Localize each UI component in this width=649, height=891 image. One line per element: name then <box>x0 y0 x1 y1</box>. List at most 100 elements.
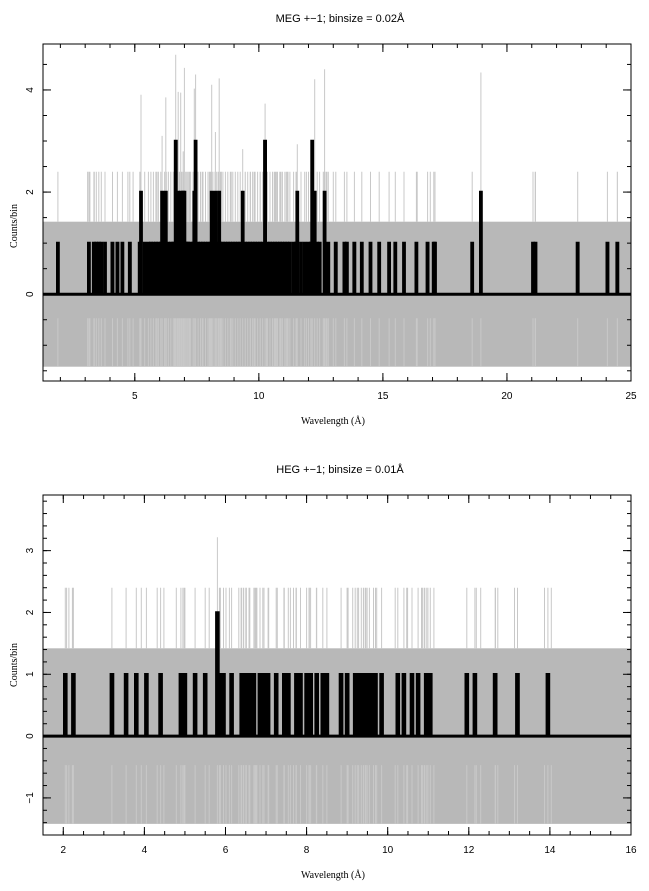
meg-spike-2 <box>91 241 96 295</box>
meg-spike-97 <box>345 241 349 295</box>
heg-spike-43 <box>373 673 378 737</box>
heg-spike-40 <box>363 673 368 737</box>
heg-spike-41 <box>367 673 372 737</box>
meg-xtick-label-4: 25 <box>625 391 637 402</box>
heg-spike-52 <box>472 673 478 737</box>
heg-spike-24 <box>273 673 279 737</box>
meg-spike-108 <box>433 241 437 295</box>
heg-xtick-label-0: 2 <box>60 845 66 856</box>
meg-spike-0 <box>56 241 60 295</box>
heg-spike-10 <box>192 673 198 737</box>
heg-spike-30 <box>308 673 313 737</box>
meg-spike-68 <box>255 241 260 295</box>
heg-spike-23 <box>265 673 271 737</box>
meg-spike-7 <box>110 241 115 295</box>
heg-spike-49 <box>423 673 429 737</box>
heg-spike-33 <box>324 673 330 737</box>
meg-spike-90 <box>312 190 317 295</box>
heg-spike-21 <box>257 673 263 737</box>
meg-spike-86 <box>302 241 307 295</box>
meg-ytick-label-0: 0 <box>25 291 36 297</box>
meg-spike-91 <box>315 241 320 295</box>
meg-spike-20 <box>160 190 164 295</box>
meg-spike-66 <box>250 241 255 295</box>
heg-spike-13 <box>217 673 222 737</box>
heg-ytick-label-0: −1 <box>25 792 36 804</box>
meg-spike-110 <box>479 190 483 295</box>
meg-spike-65 <box>248 241 253 295</box>
meg-spike-98 <box>352 241 357 295</box>
meg-spike-75 <box>273 241 277 295</box>
heg-ytick-label-3: 2 <box>25 609 36 615</box>
meg-spike-9 <box>120 241 125 295</box>
meg-spike-115 <box>615 241 620 295</box>
heg-spike-14 <box>221 673 226 737</box>
heg-error-spikes <box>64 537 552 824</box>
meg-spike-73 <box>268 241 272 295</box>
heg-spike-6 <box>158 673 163 737</box>
meg-spike-14 <box>146 241 151 295</box>
heg-panel: HEG +−1; binsize = 0.01Å 2 4 6 8 10 12 14 16−10… <box>9 463 637 881</box>
meg-spike-114 <box>605 241 610 295</box>
heg-xtick-label-6: 14 <box>544 845 556 856</box>
meg-error-band <box>43 54 631 367</box>
meg-ytick-label-1: 2 <box>25 189 36 195</box>
heg-xtick-label-4: 10 <box>382 845 394 856</box>
meg-spike-64 <box>245 241 250 295</box>
meg-data-series <box>56 139 620 295</box>
meg-spike-13 <box>142 241 147 295</box>
heg-ytick-label-2: 1 <box>25 671 36 677</box>
meg-spike-12 <box>139 190 143 295</box>
meg-spike-112 <box>533 241 538 295</box>
meg-spike-56 <box>225 241 230 295</box>
heg-spike-51 <box>464 673 470 737</box>
meg-spike-22 <box>163 190 168 295</box>
meg-spike-38 <box>188 241 193 295</box>
meg-spike-89 <box>310 139 315 295</box>
heg-spike-55 <box>545 673 551 737</box>
meg-spike-55 <box>223 241 228 295</box>
meg-spike-6 <box>103 241 107 295</box>
meg-spike-106 <box>425 241 430 295</box>
heg-spike-45 <box>395 673 401 737</box>
meg-spike-95 <box>333 241 338 295</box>
meg-y-axis-label: Counts/bin <box>9 204 20 248</box>
meg-title: MEG +−1; binsize = 0.02Å <box>276 12 405 25</box>
meg-spike-94 <box>326 241 331 295</box>
meg-spike-62 <box>240 190 245 295</box>
heg-spike-44 <box>379 673 384 737</box>
heg-spike-11 <box>202 673 208 737</box>
meg-spike-57 <box>228 241 233 295</box>
heg-spike-4 <box>134 673 139 737</box>
heg-spike-54 <box>515 673 520 737</box>
heg-spike-35 <box>344 673 350 737</box>
meg-spike-71 <box>263 139 267 295</box>
meg-spike-53 <box>218 241 223 295</box>
meg-spike-61 <box>238 241 243 295</box>
heg-spike-19 <box>247 673 253 737</box>
meg-spike-76 <box>275 241 280 295</box>
heg-ytick-label-4: 3 <box>25 547 36 553</box>
meg-spike-63 <box>243 241 248 295</box>
meg-spike-54 <box>221 241 225 295</box>
meg-spike-82 <box>291 241 296 295</box>
meg-spike-1 <box>87 241 91 295</box>
meg-spike-59 <box>233 241 238 295</box>
meg-xtick-label-1: 10 <box>253 391 265 402</box>
heg-spike-28 <box>298 673 303 737</box>
meg-spike-101 <box>377 241 382 295</box>
meg-xtick-label-2: 15 <box>377 391 389 402</box>
meg-spike-15 <box>149 241 153 295</box>
meg-spike-72 <box>265 241 270 295</box>
meg-spike-80 <box>285 241 290 295</box>
heg-error-band <box>43 537 631 824</box>
heg-spike-15 <box>229 673 234 737</box>
meg-spike-42 <box>196 241 200 295</box>
meg-spike-102 <box>387 241 391 295</box>
meg-spike-74 <box>270 241 275 295</box>
heg-y-axis-label: Counts/bin <box>9 643 20 687</box>
meg-spike-84 <box>295 190 300 295</box>
meg-spike-92 <box>317 241 322 295</box>
meg-spike-4 <box>96 241 101 295</box>
heg-spike-1 <box>71 673 76 737</box>
